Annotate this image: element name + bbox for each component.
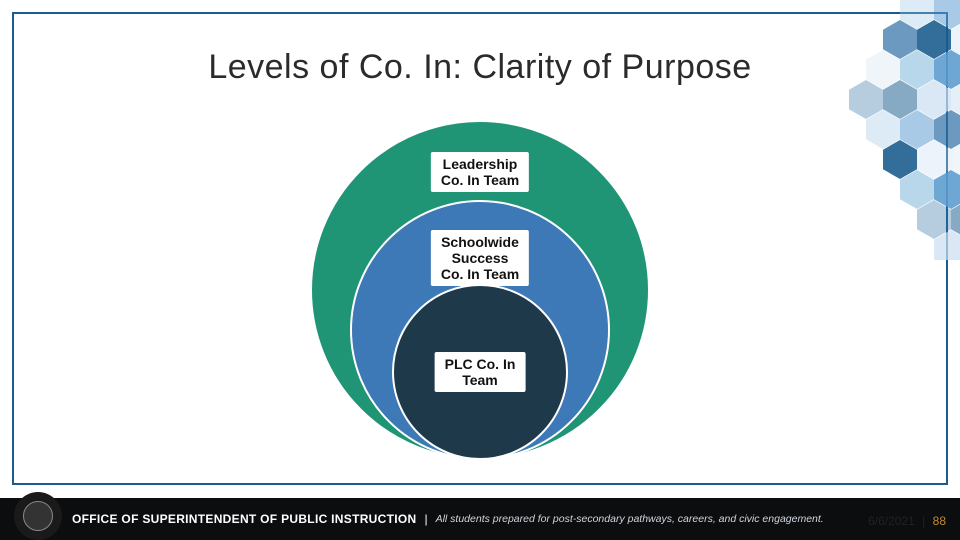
footer-date: 6/6/2021 xyxy=(868,514,915,528)
footer-page-number: 88 xyxy=(933,514,946,528)
hex-icon xyxy=(951,140,960,179)
footer-meta-separator: | xyxy=(922,514,925,528)
footer-text: OFFICE OF SUPERINTENDENT OF PUBLIC INSTR… xyxy=(72,512,824,526)
footer-meta: 6/6/2021 | 88 xyxy=(868,514,946,528)
circle-label-middle: SchoolwideSuccessCo. In Team xyxy=(431,230,529,286)
circle-label-outer: LeadershipCo. In Team xyxy=(431,152,529,192)
state-seal-inner xyxy=(23,501,53,531)
nested-circle-diagram: LeadershipCo. In Team SchoolwideSuccessCo… xyxy=(310,120,650,460)
page-title: Levels of Co. In: Clarity of Purpose xyxy=(0,48,960,87)
footer-bar: OFFICE OF SUPERINTENDENT OF PUBLIC INSTR… xyxy=(0,498,960,540)
circle-label-inner: PLC Co. InTeam xyxy=(435,352,526,392)
footer-separator: | xyxy=(424,512,427,526)
footer-office-name: OFFICE OF SUPERINTENDENT OF PUBLIC INSTR… xyxy=(72,512,416,526)
hex-icon xyxy=(951,200,960,239)
slide: Levels of Co. In: Clarity of Purpose Lea… xyxy=(0,0,960,540)
footer-tagline: All students prepared for post-secondary… xyxy=(436,513,824,525)
state-seal-icon xyxy=(14,492,62,540)
